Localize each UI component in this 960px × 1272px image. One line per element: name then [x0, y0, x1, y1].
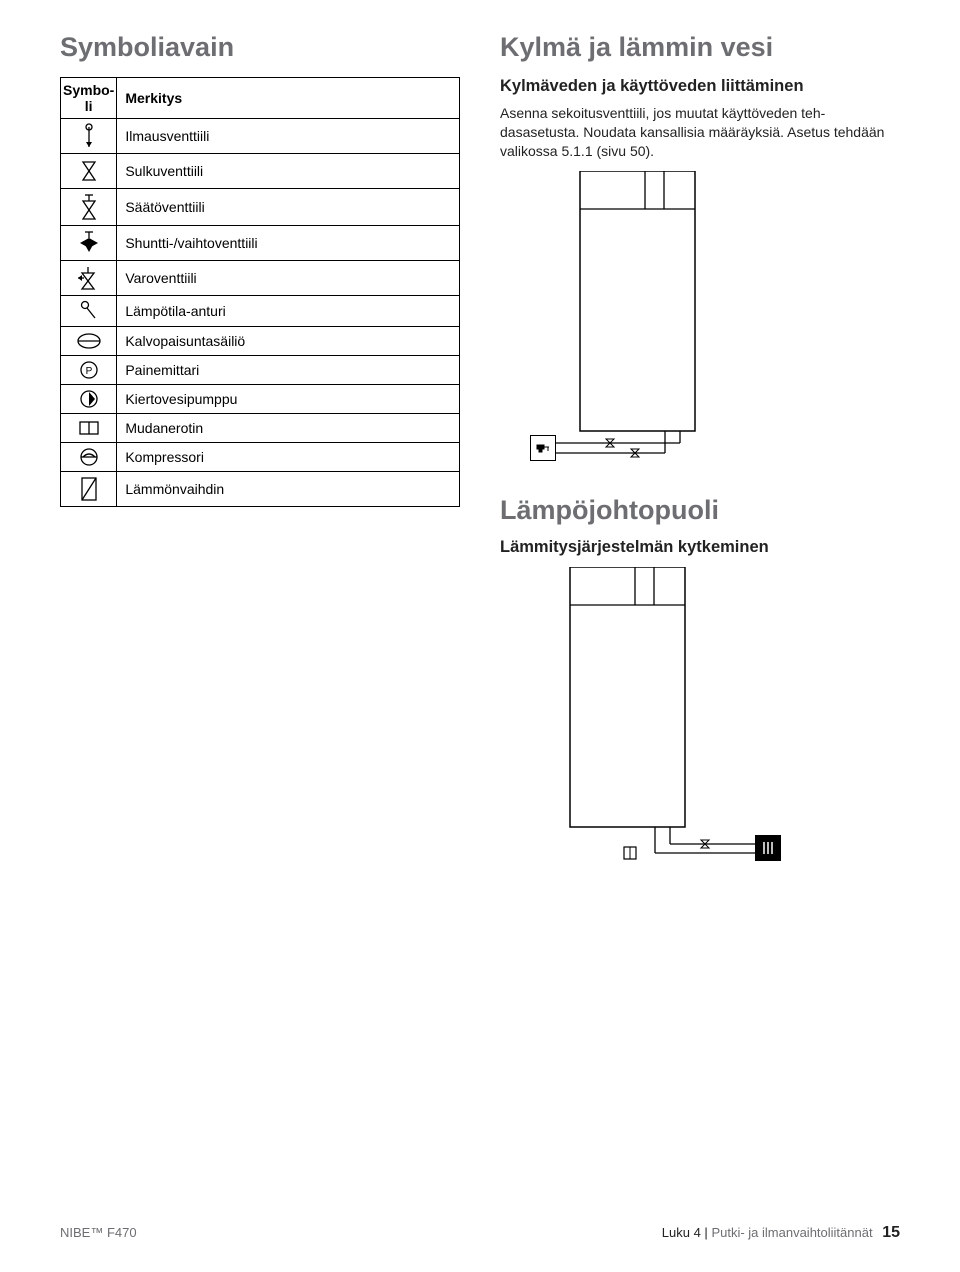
symbol-table: Symbo- li Merkitys Ilmausventtiili Sulku… — [60, 77, 460, 507]
shunt-valve-icon — [61, 226, 117, 261]
heat-exchanger-icon — [61, 472, 117, 507]
th-meaning: Merkitys — [117, 78, 460, 119]
table-row: Kalvopaisuntasäiliö — [61, 327, 460, 356]
table-row: Säätöventtiili — [61, 189, 460, 226]
footer-section: Putki- ja ilmanvaihtoliitännät — [711, 1225, 872, 1240]
shutoff-valve-icon — [61, 154, 117, 189]
table-row: Mudanerotin — [61, 414, 460, 443]
svg-text:P: P — [85, 366, 92, 377]
row-label: Kiertovesipumppu — [117, 385, 460, 414]
table-row: Lämmönvaihdin — [61, 472, 460, 507]
table-row: P Painemittari — [61, 356, 460, 385]
th-symbol: Symbo- li — [61, 78, 117, 119]
row-label: Kompressori — [117, 443, 460, 472]
row-label: Shuntti-/vaihtoventtiili — [117, 226, 460, 261]
table-row: Ilmausventtiili — [61, 119, 460, 154]
dirt-separator-icon — [61, 414, 117, 443]
diagram-water — [500, 171, 860, 471]
control-valve-icon — [61, 189, 117, 226]
table-row: Kompressori — [61, 443, 460, 472]
right-sub-1: Kylmäveden ja käyttöveden liittäminen — [500, 77, 900, 96]
table-row: Kiertovesipumppu — [61, 385, 460, 414]
right-sub-2: Lämmitysjärjestelmän kytkeminen — [500, 538, 900, 557]
table-row: Lämpötila-anturi — [61, 296, 460, 327]
table-row: Sulkuventtiili — [61, 154, 460, 189]
page-footer: NIBE™ F470 Luku 4 | Putki- ja ilmanvaiht… — [60, 1224, 900, 1242]
row-label: Lämmönvaihdin — [117, 472, 460, 507]
page-number: 15 — [882, 1224, 900, 1241]
footer-left: NIBE™ F470 — [60, 1225, 137, 1240]
tap-icon — [530, 435, 556, 461]
row-label: Säätöventtiili — [117, 189, 460, 226]
vent-valve-icon — [61, 119, 117, 154]
row-label: Ilmausventtiili — [117, 119, 460, 154]
table-row: Varoventtiili — [61, 261, 460, 296]
right-para-1: Asenna sekoitusventtiili, jos muutat käy… — [500, 104, 900, 161]
table-row: Shuntti-/vaihtoventtiili — [61, 226, 460, 261]
row-label: Varoventtiili — [117, 261, 460, 296]
row-label: Lämpötila-anturi — [117, 296, 460, 327]
row-label: Painemittari — [117, 356, 460, 385]
expansion-vessel-icon — [61, 327, 117, 356]
right-title-1: Kylmä ja lämmin vesi — [500, 32, 900, 63]
right-title-2: Lämpöjohtopuoli — [500, 495, 900, 526]
pressure-gauge-icon: P — [61, 356, 117, 385]
safety-valve-icon — [61, 261, 117, 296]
circ-pump-icon — [61, 385, 117, 414]
compressor-icon — [61, 443, 117, 472]
left-title: Symboliavain — [60, 32, 460, 63]
radiator-icon — [755, 835, 781, 861]
diagram-heating — [500, 567, 860, 867]
row-label: Kalvopaisuntasäiliö — [117, 327, 460, 356]
row-label: Mudanerotin — [117, 414, 460, 443]
temp-sensor-icon — [61, 296, 117, 327]
row-label: Sulkuventtiili — [117, 154, 460, 189]
footer-chapter: Luku 4 | — [662, 1225, 708, 1240]
